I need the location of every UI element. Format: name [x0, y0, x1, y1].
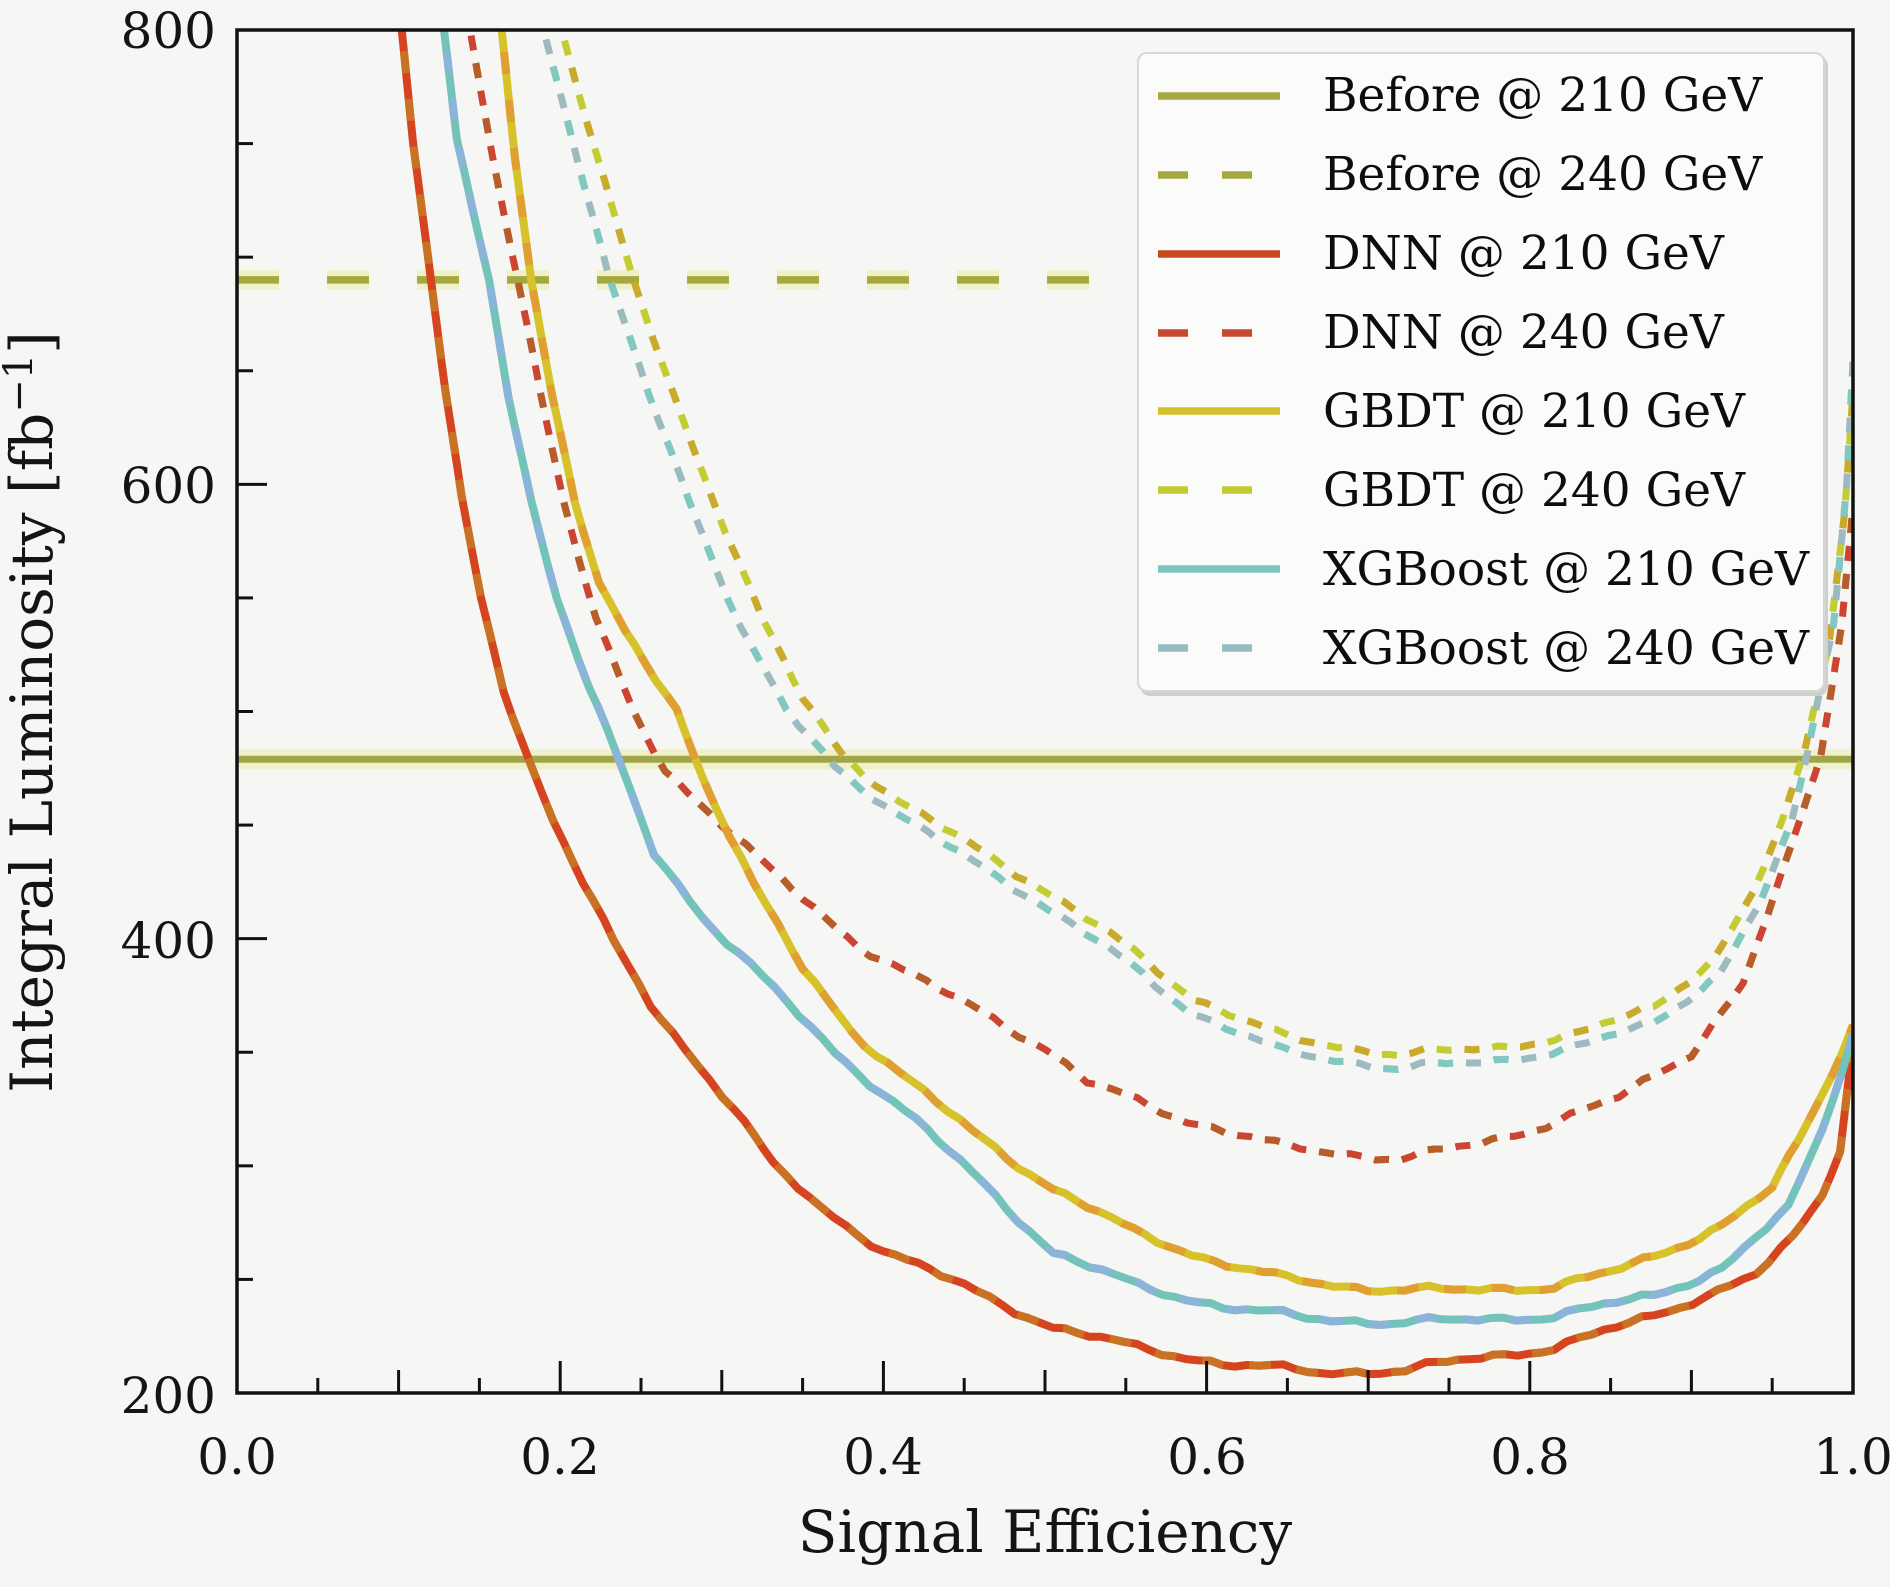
legend-label: Before @ 210 GeV [1323, 68, 1763, 124]
legend-label: XGBoost @ 240 GeV [1323, 620, 1809, 676]
legend-line-sample-icon [1158, 249, 1280, 258]
curve-gbdt-210-overlay [497, 30, 1853, 1296]
curve-dnn-210-overlay [397, 30, 1853, 1379]
legend-label: Before @ 240 GeV [1323, 147, 1763, 203]
x-tick-label-0.0: 0.0 [197, 1428, 277, 1486]
legend-label: XGBoost @ 210 GeV [1323, 541, 1809, 597]
legend-item-gbdt-210: GBDT @ 210 GeV [1139, 372, 1823, 450]
x-axis-title: Signal Efficiency [797, 1498, 1293, 1566]
legend-item-xgboost-210: XGBoost @ 210 GeV [1139, 530, 1823, 608]
legend-line-sample-icon [1158, 171, 1280, 179]
legend-item-xgboost-240: XGBoost @ 240 GeV [1139, 609, 1823, 687]
legend-label: GBDT @ 240 GeV [1323, 462, 1745, 518]
x-tick-label-0.6: 0.6 [1167, 1428, 1247, 1486]
y-axis-title: Integral Luminosity [fb−1] [0, 331, 66, 1093]
legend-line-sample-icon [1158, 486, 1280, 494]
legend-item-dnn-240: DNN @ 240 GeV [1139, 294, 1823, 372]
legend-item-before-240: Before @ 240 GeV [1139, 136, 1823, 214]
x-tick-label-0.8: 0.8 [1490, 1428, 1570, 1486]
curve-gbdt-240-overlay [558, 30, 1853, 1060]
legend-label: DNN @ 210 GeV [1323, 226, 1724, 282]
legend-item-before-210: Before @ 210 GeV [1139, 57, 1823, 135]
curve-dnn-240-overlay [466, 30, 1853, 1164]
legend-label: GBDT @ 210 GeV [1323, 383, 1745, 439]
y-tick-label-400: 400 [120, 912, 216, 970]
x-tick-label-0.2: 0.2 [520, 1428, 600, 1486]
legend-item-dnn-210: DNN @ 210 GeV [1139, 215, 1823, 293]
legend-line-sample-icon [1158, 565, 1280, 573]
legend-line-sample-icon [1158, 328, 1280, 337]
legend: Before @ 210 GeV Before @ 240 GeV DNN @ … [1137, 52, 1825, 692]
y-tick-label-200: 200 [120, 1367, 216, 1425]
curve-xgb-240 [540, 30, 1853, 1073]
legend-line-sample-icon [1158, 407, 1280, 416]
legend-line-sample-icon [1158, 92, 1280, 100]
legend-label: DNN @ 240 GeV [1323, 305, 1724, 360]
x-tick-label-0.4: 0.4 [843, 1428, 923, 1486]
x-tick-label-1.0: 1.0 [1813, 1428, 1890, 1486]
y-tick-label-800: 800 [120, 2, 216, 60]
legend-item-gbdt-240: GBDT @ 240 GeV [1139, 451, 1823, 529]
y-tick-label-600: 600 [120, 457, 216, 515]
curve-xgb-210-overlay [439, 30, 1853, 1329]
curves-layer [237, 30, 1853, 1379]
legend-line-sample-icon [1158, 644, 1280, 652]
